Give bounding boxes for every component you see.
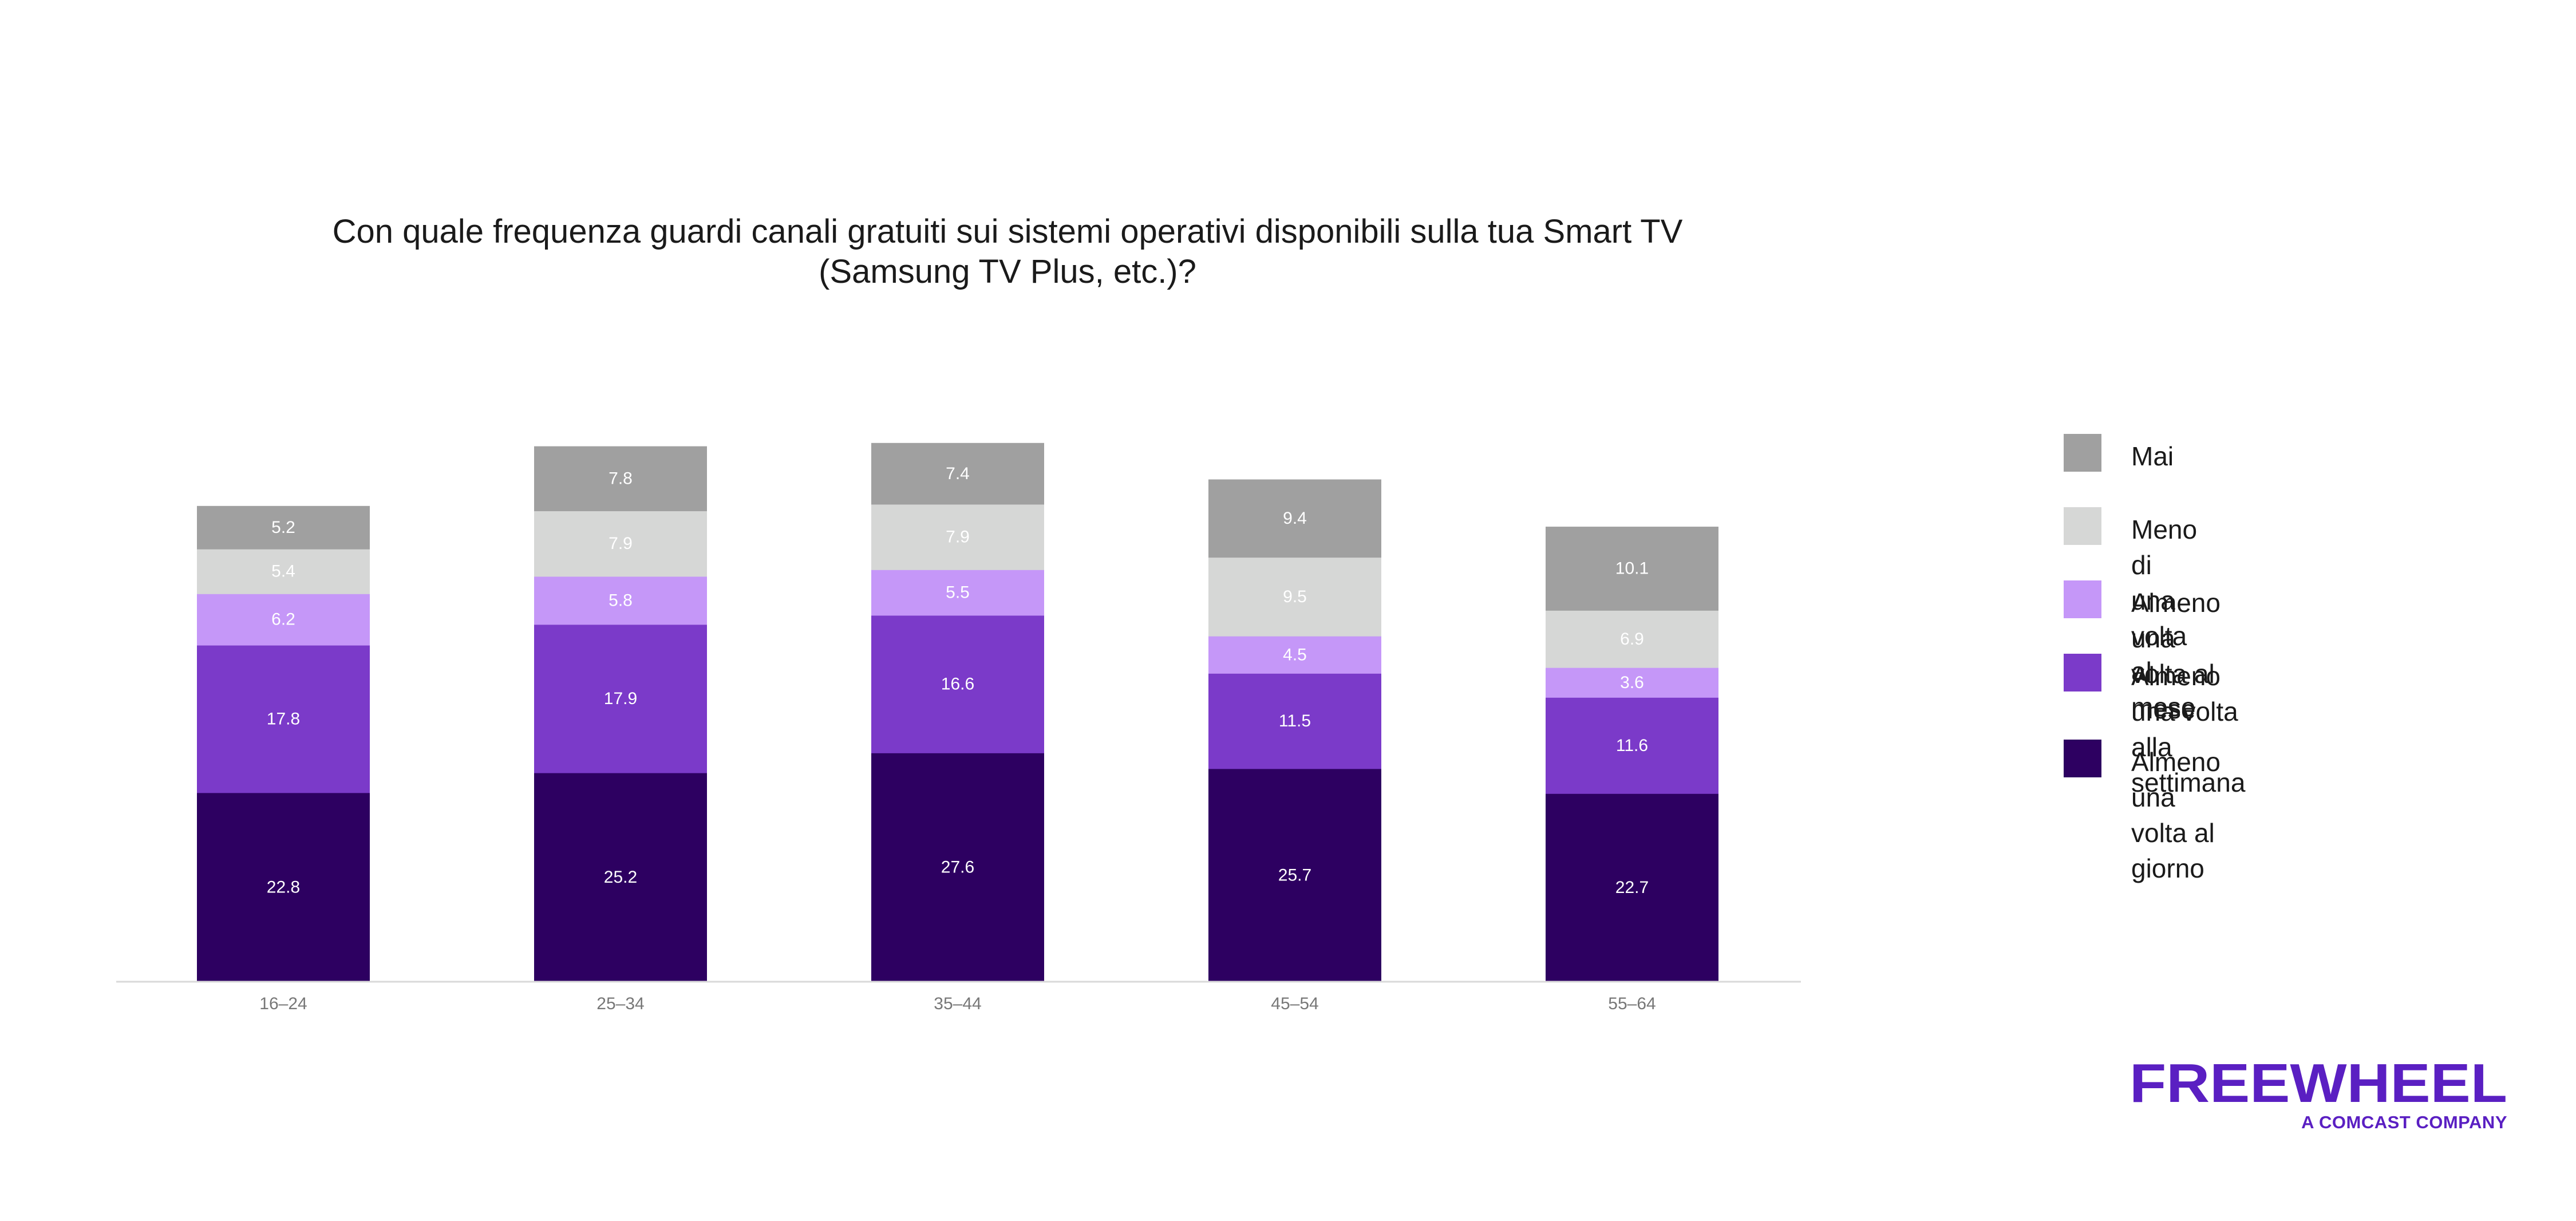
data-label-35-44-almeno-una-volta-al-giorno: 27.6 [941, 858, 974, 877]
data-label-55-64-almeno-una-volta-alla-settimana: 11.6 [1616, 736, 1648, 755]
bar-segment-35-44-almeno-una-volta-al-giorno [871, 753, 1044, 982]
bar-segment-35-44-almeno-una-volta-al-mese [871, 570, 1044, 616]
data-label-16-24-meno-di-una-volta-al-mese: 5.4 [271, 562, 295, 581]
bar-segment-16-24-meno-di-una-volta-al-mese [197, 549, 370, 594]
legend-label-meno-di-una-volta-al-mese: Meno di una volta al mese [2131, 515, 2198, 722]
data-label-35-44-almeno-una-volta-alla-settimana: 16.6 [941, 675, 974, 694]
legend-label-almeno-una-volta-al-giorno: Almeno una volta al giorno [2131, 747, 2221, 883]
bar-segment-45-54-mai [1208, 479, 1381, 558]
data-label-25-34-almeno-una-volta-al-mese: 5.8 [609, 591, 633, 610]
bar-segment-45-54-almeno-una-volta-al-mese [1208, 636, 1381, 674]
data-label-25-34-almeno-una-volta-al-giorno: 25.2 [604, 868, 637, 887]
data-label-25-34-almeno-una-volta-alla-settimana: 17.9 [604, 689, 637, 708]
data-label-55-64-mai: 10.1 [1615, 559, 1649, 578]
bar-segment-35-44-meno-di-una-volta-al-mese [871, 504, 1044, 570]
bar-segment-25-34-meno-di-una-volta-al-mese [534, 511, 707, 577]
bar-segment-45-54-almeno-una-volta-alla-settimana [1208, 673, 1381, 769]
bar-segment-35-44-mai [871, 442, 1044, 505]
data-label-45-54-almeno-una-volta-alla-settimana: 11.5 [1279, 712, 1311, 730]
data-label-55-64-almeno-una-volta-al-mese: 3.6 [1620, 673, 1644, 692]
legend-swatch-almeno-una-volta-alla-settimana [2064, 654, 2101, 691]
data-label-35-44-mai: 7.4 [946, 464, 970, 483]
legend-swatch-mai [2064, 434, 2101, 472]
x-tick-labels: 16–24 25–34 35–44 45–54 55–64 [259, 994, 1656, 1013]
bar-segment-55-64-almeno-una-volta-al-giorno [1546, 793, 1718, 982]
bar-segment-16-24-mai [197, 505, 370, 550]
data-label-25-34-mai: 7.8 [609, 469, 633, 488]
bar-segment-25-34-almeno-una-volta-al-mese [534, 576, 707, 625]
data-label-16-24-almeno-una-volta-alla-settimana: 17.8 [267, 709, 300, 728]
bar-segment-55-64-meno-di-una-volta-al-mese [1546, 610, 1718, 668]
legend-label-mai: Mai [2131, 441, 2174, 471]
bar-segment-35-44-almeno-una-volta-alla-settimana [871, 615, 1044, 753]
freewheel-tagline: A COMCAST COMPANY [2301, 1112, 2507, 1132]
data-label-16-24-mai: 5.2 [271, 518, 295, 537]
bar-segment-45-54-meno-di-una-volta-al-mese [1208, 557, 1381, 637]
data-label-55-64-meno-di-una-volta-al-mese: 6.9 [1620, 630, 1644, 649]
chart-title-line-2: (Samsung TV Plus, etc.)? [819, 253, 1196, 290]
x-tick-label-25-34: 25–34 [596, 994, 644, 1013]
bar-segment-16-24-almeno-una-volta-alla-settimana [197, 645, 370, 793]
legend-swatch-meno-di-una-volta-al-mese [2064, 507, 2101, 545]
bar-segment-16-24-almeno-una-volta-al-giorno [197, 792, 370, 982]
data-label-35-44-almeno-una-volta-al-mese: 5.5 [946, 583, 970, 602]
legend-label-almeno-una-volta-alla-settimana: Almeno una volta alla settimana [2131, 661, 2246, 797]
data-label-45-54-mai: 9.4 [1283, 509, 1307, 528]
bar-segment-16-24-almeno-una-volta-al-mese [197, 594, 370, 646]
bar-segment-55-64-almeno-una-volta-al-mese [1546, 667, 1718, 698]
data-label-55-64-almeno-una-volta-al-giorno: 22.7 [1615, 878, 1649, 897]
legend-swatch-almeno-una-volta-al-mese [2064, 580, 2101, 618]
freewheel-logo: FREEWHEEL A COMCAST COMPANY [2129, 1056, 2507, 1132]
data-label-16-24-almeno-una-volta-al-giorno: 22.8 [267, 878, 300, 896]
legend-swatch-almeno-una-volta-al-giorno [2064, 740, 2101, 777]
legend-label-almeno-una-volta-al-mese: Almeno una volta al mese [2131, 588, 2221, 724]
data-label-35-44-meno-di-una-volta-al-mese: 7.9 [946, 528, 970, 547]
data-label-45-54-almeno-una-volta-al-mese: 4.5 [1283, 645, 1307, 664]
data-label-25-34-meno-di-una-volta-al-mese: 7.9 [609, 534, 633, 553]
bar-segment-25-34-mai [534, 446, 707, 512]
x-tick-label-45-54: 45–54 [1271, 994, 1318, 1013]
data-label-45-54-almeno-una-volta-al-giorno: 25.7 [1278, 866, 1311, 884]
bar-segment-25-34-almeno-una-volta-alla-settimana [534, 624, 707, 773]
x-tick-label-35-44: 35–44 [934, 994, 981, 1013]
chart-title: Con quale frequenza guardi canali gratui… [114, 212, 1901, 292]
bars-group: 22.8 17.8 6.2 5.4 5.2 25.2 17.9 5.8 7.9 7.8 27.6 16… [197, 442, 1718, 982]
x-tick-label-55-64: 55–64 [1608, 994, 1656, 1013]
bar-segment-25-34-almeno-una-volta-al-giorno [534, 773, 707, 982]
bar-segment-55-64-almeno-una-volta-alla-settimana [1546, 697, 1718, 794]
data-label-16-24-almeno-una-volta-al-mese: 6.2 [271, 610, 295, 629]
x-tick-label-16-24: 16–24 [259, 994, 307, 1013]
bar-segment-55-64-mai [1546, 527, 1718, 611]
bar-segment-45-54-almeno-una-volta-al-giorno [1208, 768, 1381, 982]
freewheel-wordmark: FREEWHEEL [2129, 1056, 2507, 1108]
freewheel-wordmark-text: FREEWHEEL [2129, 1056, 2507, 1108]
chart-title-line-1: Con quale frequenza guardi canali gratui… [332, 213, 1683, 250]
data-label-45-54-meno-di-una-volta-al-mese: 9.5 [1283, 587, 1307, 606]
